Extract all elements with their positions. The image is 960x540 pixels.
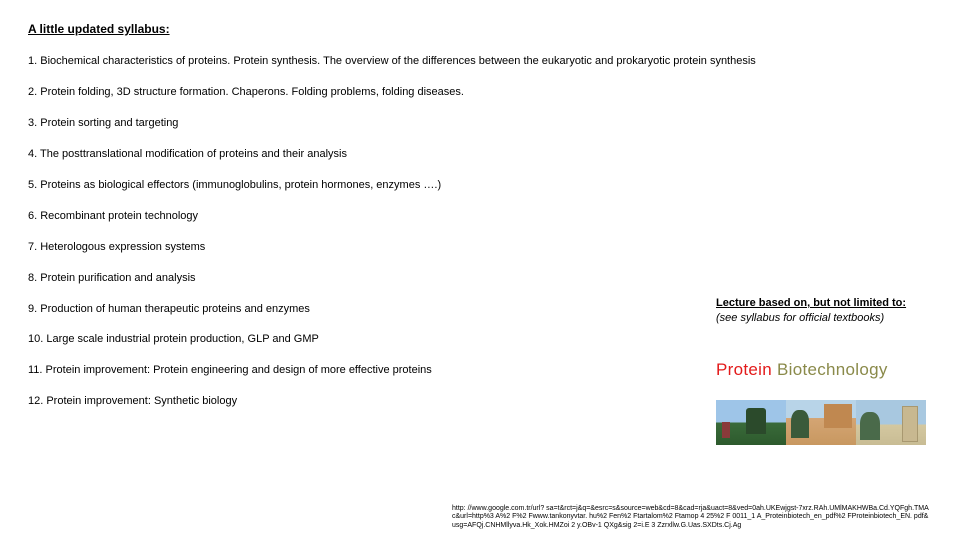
cover-photo-2 [786,400,856,445]
book-logo: Protein Biotechnology [716,358,926,380]
book-cover-photos [716,400,926,445]
lecture-note: Lecture based on, but not limited to: (s… [716,296,926,327]
logo-word-protein: Protein [716,360,777,379]
syllabus-item-4: 4. The posttranslational modification of… [28,147,932,163]
page-title: A little updated syllabus: [28,22,932,36]
syllabus-item-2: 2. Protein folding, 3D structure formati… [28,85,932,101]
syllabus-item-7: 7. Heterologous expression systems [28,240,932,256]
source-url: http: //www.google.com.tr/url? sa=t&rct=… [452,505,932,530]
syllabus-item-1: 1. Biochemical characteristics of protei… [28,54,928,70]
logo-word-biotech: Biotechnology [777,360,888,379]
syllabus-item-8: 8. Protein purification and analysis [28,271,932,287]
syllabus-item-5: 5. Proteins as biological effectors (imm… [28,178,648,194]
lecture-note-line1: Lecture based on, but not limited to: [716,296,926,311]
cover-photo-1 [716,400,786,445]
syllabus-item-3: 3. Protein sorting and targeting [28,116,932,132]
lecture-note-line2: (see syllabus for official textbooks) [716,311,926,326]
syllabus-item-6: 6. Recombinant protein technology [28,209,932,225]
cover-photo-3 [856,400,926,445]
syllabus-item-10: 10. Large scale industrial protein produ… [28,332,932,348]
book-logo-title: Protein Biotechnology [716,360,926,380]
